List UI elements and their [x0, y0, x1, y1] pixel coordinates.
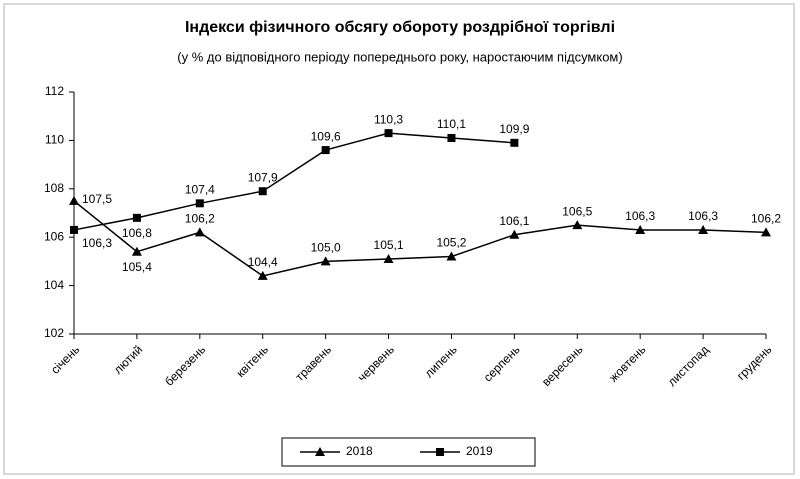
y-tick-label: 106 — [44, 229, 64, 243]
data-label: 107,5 — [82, 192, 112, 206]
data-label: 110,3 — [374, 112, 403, 126]
data-label: 110,1 — [437, 117, 466, 131]
marker — [572, 220, 583, 230]
legend-label: 2019 — [466, 444, 493, 458]
marker — [194, 227, 205, 237]
marker — [510, 138, 519, 147]
marker — [258, 187, 267, 196]
marker — [698, 224, 709, 234]
series-line — [73, 132, 515, 231]
data-label: 109,6 — [311, 129, 341, 143]
data-label: 105,2 — [436, 236, 466, 250]
chart-frame — [3, 3, 795, 475]
data-label: 104,4 — [248, 255, 278, 269]
data-label: 109,9 — [499, 122, 529, 136]
marker — [383, 253, 394, 263]
chart-subtitle: (у % до відповідного періоду попередньог… — [177, 49, 622, 64]
chart-title: Індекси фізичного обсягу обороту роздріб… — [185, 19, 615, 36]
data-label: 106,3 — [625, 209, 655, 223]
marker — [132, 213, 141, 222]
data-label: 105,4 — [122, 260, 152, 274]
data-label: 107,9 — [248, 170, 278, 184]
data-label: 106,5 — [562, 204, 592, 218]
legend-marker — [436, 448, 444, 456]
marker — [321, 146, 330, 155]
marker — [446, 251, 457, 261]
data-label: 106,3 — [688, 209, 718, 223]
y-tick-label: 112 — [45, 84, 64, 98]
marker — [69, 195, 79, 205]
series-line — [73, 200, 767, 277]
marker — [257, 270, 268, 280]
marker — [384, 129, 393, 138]
data-label: 106,3 — [82, 236, 112, 250]
legend-marker — [315, 447, 325, 456]
marker — [447, 133, 456, 142]
y-tick-label: 104 — [44, 278, 64, 292]
data-label: 107,4 — [185, 182, 215, 196]
data-label: 106,2 — [185, 212, 215, 226]
marker — [131, 246, 142, 256]
marker — [635, 224, 646, 234]
data-label: 105,0 — [311, 241, 341, 255]
data-label: 106,8 — [122, 226, 152, 240]
marker — [320, 256, 331, 266]
data-label: 105,1 — [374, 238, 404, 252]
marker — [509, 229, 520, 239]
data-label: 106,1 — [499, 214, 529, 228]
legend-label: 2018 — [346, 444, 373, 458]
y-tick-label: 110 — [45, 133, 64, 147]
y-tick-label: 102 — [44, 326, 64, 340]
y-tick-label: 108 — [44, 181, 64, 195]
marker — [70, 225, 78, 234]
marker — [195, 199, 204, 208]
data-label: 106,2 — [751, 212, 781, 226]
marker — [761, 227, 771, 237]
